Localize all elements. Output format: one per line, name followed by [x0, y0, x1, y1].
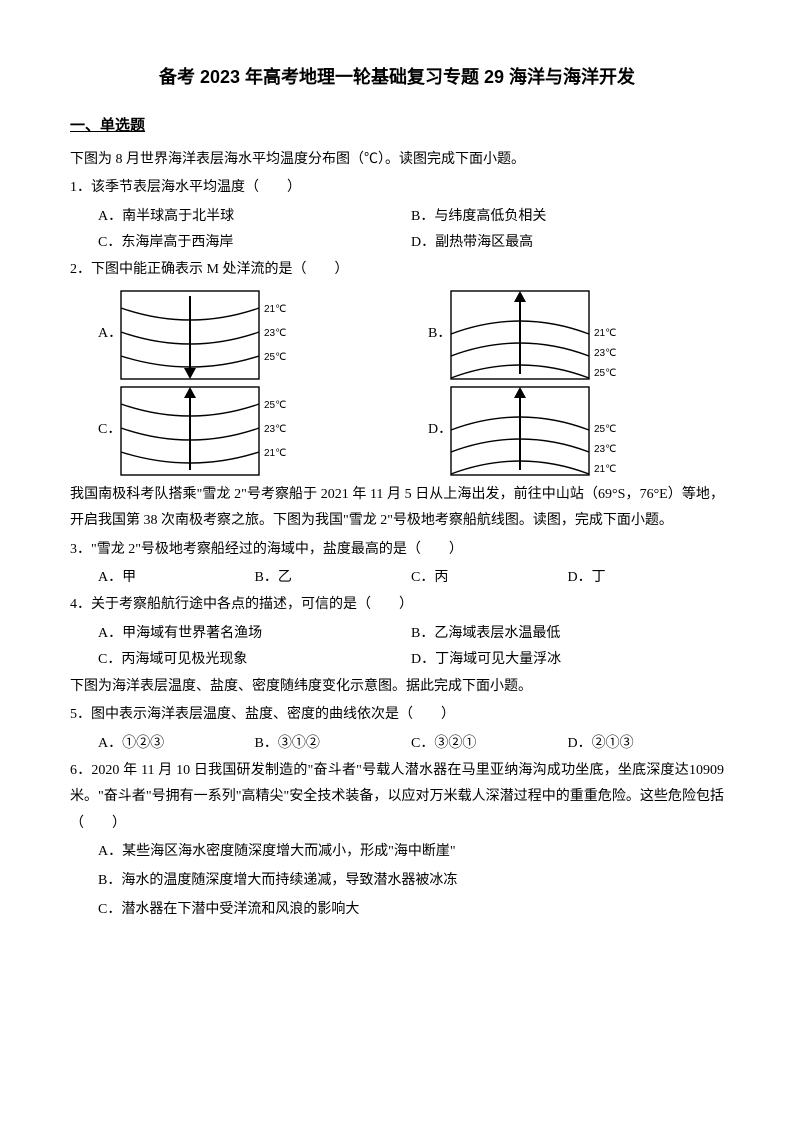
- q5-opt-c: C．③②①: [411, 731, 568, 758]
- svg-text:25℃: 25℃: [264, 352, 286, 363]
- q3-opt-a: A．甲: [98, 565, 255, 592]
- page-title: 备考 2023 年高考地理一轮基础复习专题 29 海洋与海洋开发: [70, 60, 724, 94]
- q2-diagram-c: 25℃ 23℃ 21℃: [120, 386, 290, 476]
- q4-options-row2: C．丙海域可见极光现象 D．丁海域可见大量浮冰: [98, 647, 724, 674]
- q1-opt-a: A．南半球高于北半球: [98, 204, 411, 231]
- svg-text:21℃: 21℃: [594, 328, 616, 339]
- q2-label-a: A．: [70, 321, 120, 348]
- q3-stem: 3．"雪龙 2"号极地考察船经过的海域中，盐度最高的是（ ）: [70, 537, 724, 564]
- q2-diagram-b: 21℃ 23℃ 25℃: [450, 290, 620, 380]
- q5-opt-a: A．①②③: [98, 731, 255, 758]
- q3-options: A．甲 B．乙 C．丙 D．丁: [98, 565, 724, 592]
- chart-b-icon: 21℃ 23℃ 25℃: [450, 290, 620, 380]
- chart-d-icon: 25℃ 23℃ 21℃: [450, 386, 620, 476]
- q4-stem: 4．关于考察船航行途中各点的描述，可信的是（ ）: [70, 592, 724, 619]
- q1-options-row1: A．南半球高于北半球 B．与纬度高低负相关: [98, 204, 724, 231]
- svg-text:21℃: 21℃: [264, 448, 286, 459]
- q6-opt-a: A．某些海区海水密度随深度增大而减小，形成"海中断崖": [98, 839, 724, 866]
- q5-opt-d: D．②①③: [568, 731, 725, 758]
- q1-options-row2: C．东海岸高于西海岸 D．副热带海区最高: [98, 230, 724, 257]
- svg-text:23℃: 23℃: [264, 424, 286, 435]
- q4-opt-b: B．乙海域表层水温最低: [411, 621, 724, 648]
- intro-text-3: 下图为海洋表层温度、盐度、密度随纬度变化示意图。据此完成下面小题。: [70, 674, 724, 701]
- svg-text:23℃: 23℃: [264, 328, 286, 339]
- chart-a-icon: 21℃ 23℃ 25℃: [120, 290, 290, 380]
- q4-options-row1: A．甲海域有世界著名渔场 B．乙海域表层水温最低: [98, 621, 724, 648]
- q2-label-d: D．: [400, 417, 450, 444]
- q4-opt-c: C．丙海域可见极光现象: [98, 647, 411, 674]
- q2-stem: 2．下图中能正确表示 M 处洋流的是（ ）: [70, 257, 724, 284]
- svg-text:25℃: 25℃: [264, 400, 286, 411]
- q2-row-cd: C． 25℃ 23℃ 21℃ D． 25℃ 23℃ 21℃: [70, 386, 724, 476]
- q3-opt-c: C．丙: [411, 565, 568, 592]
- q4-opt-a: A．甲海域有世界著名渔场: [98, 621, 411, 648]
- svg-text:21℃: 21℃: [594, 464, 616, 475]
- q4-opt-d: D．丁海域可见大量浮冰: [411, 647, 724, 674]
- q6-opt-b: B．海水的温度随深度增大而持续递减，导致潜水器被冰冻: [98, 868, 724, 895]
- q1-opt-b: B．与纬度高低负相关: [411, 204, 724, 231]
- q2-label-b: B．: [400, 321, 450, 348]
- svg-text:25℃: 25℃: [594, 368, 616, 379]
- intro-text-1: 下图为 8 月世界海洋表层海水平均温度分布图（℃）。读图完成下面小题。: [70, 147, 724, 174]
- q2-diagram-d: 25℃ 23℃ 21℃: [450, 386, 620, 476]
- intro-text-2: 我国南极科考队搭乘"雪龙 2"号考察船于 2021 年 11 月 5 日从上海出…: [70, 482, 724, 535]
- q1-stem: 1．该季节表层海水平均温度（ ）: [70, 175, 724, 202]
- q5-stem: 5．图中表示海洋表层温度、盐度、密度的曲线依次是（ ）: [70, 702, 724, 729]
- q2-row-ab: A． 21℃ 23℃ 25℃ B． 21℃ 23℃ 25℃: [70, 290, 724, 380]
- q2-diagram-a: 21℃ 23℃ 25℃: [120, 290, 290, 380]
- q6-stem: 6．2020 年 11 月 10 日我国研发制造的"奋斗者"号载人潜水器在马里亚…: [70, 758, 724, 838]
- svg-text:23℃: 23℃: [594, 348, 616, 359]
- chart-c-icon: 25℃ 23℃ 21℃: [120, 386, 290, 476]
- q1-opt-c: C．东海岸高于西海岸: [98, 230, 411, 257]
- svg-text:21℃: 21℃: [264, 304, 286, 315]
- svg-text:25℃: 25℃: [594, 424, 616, 435]
- q6-opt-c: C．潜水器在下潜中受洋流和风浪的影响大: [98, 897, 724, 924]
- q3-opt-b: B．乙: [255, 565, 412, 592]
- q3-opt-d: D．丁: [568, 565, 725, 592]
- svg-text:23℃: 23℃: [594, 444, 616, 455]
- q2-label-c: C．: [70, 417, 120, 444]
- q5-opt-b: B．③①②: [255, 731, 412, 758]
- q5-options: A．①②③ B．③①② C．③②① D．②①③: [98, 731, 724, 758]
- q1-opt-d: D．副热带海区最高: [411, 230, 724, 257]
- section-heading: 一、单选题: [70, 112, 724, 141]
